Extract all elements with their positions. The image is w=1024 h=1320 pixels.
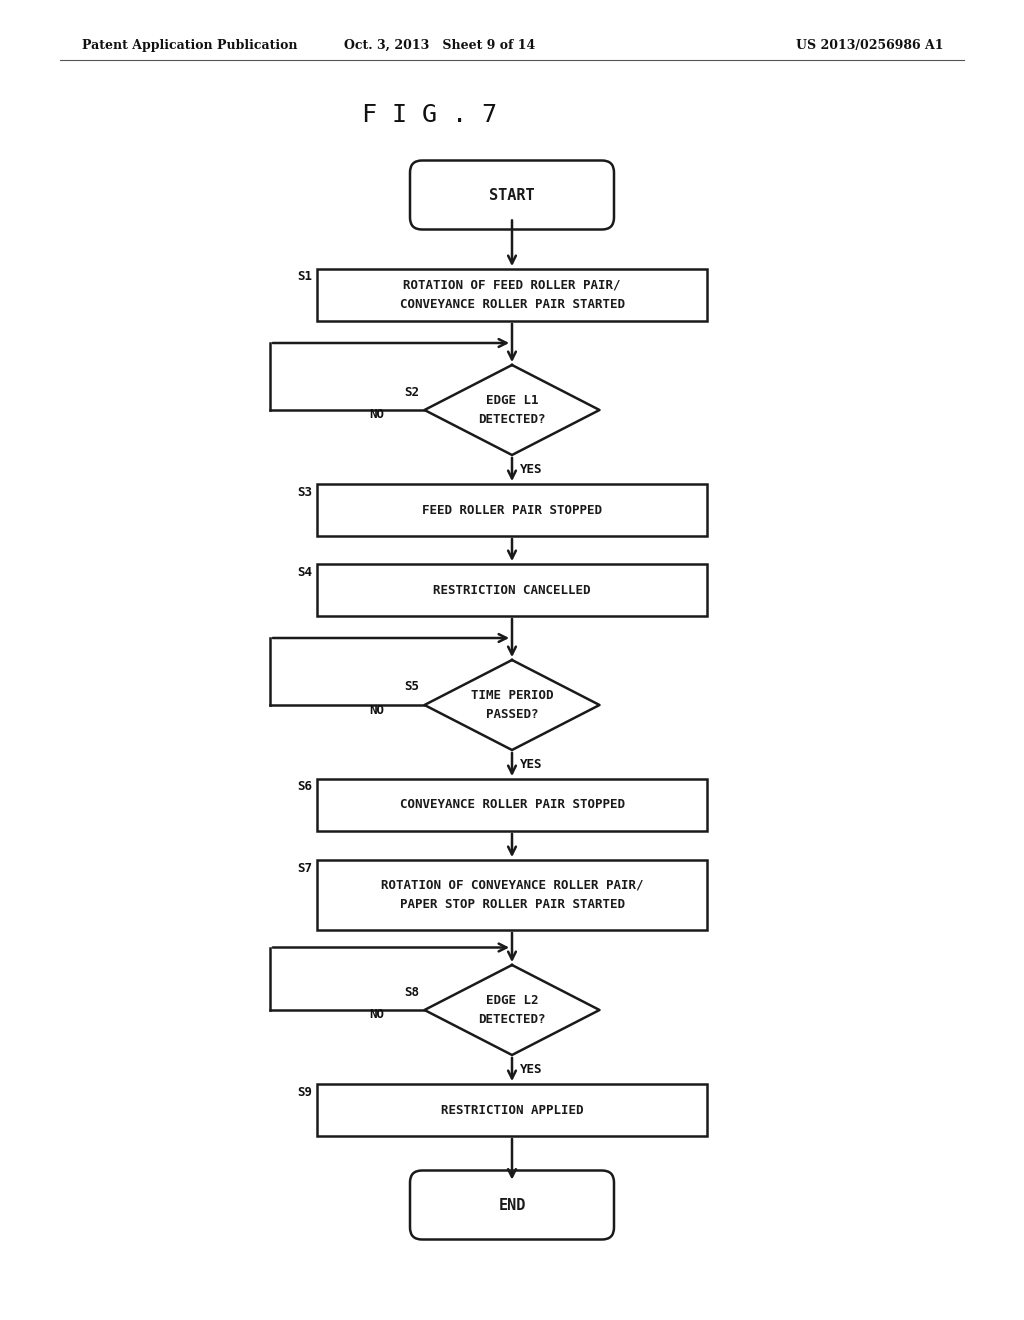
Text: END: END <box>499 1197 525 1213</box>
Text: S3: S3 <box>297 486 312 499</box>
Text: CONVEYANCE ROLLER PAIR STOPPED: CONVEYANCE ROLLER PAIR STOPPED <box>399 799 625 812</box>
Text: Patent Application Publication: Patent Application Publication <box>82 38 298 51</box>
Bar <box>317 269 707 321</box>
Polygon shape <box>425 660 599 750</box>
Text: EDGE L2
DETECTED?: EDGE L2 DETECTED? <box>478 994 546 1026</box>
Bar <box>317 564 707 616</box>
Polygon shape <box>425 366 599 455</box>
Bar <box>317 1084 707 1137</box>
Text: RESTRICTION CANCELLED: RESTRICTION CANCELLED <box>433 583 591 597</box>
Text: US 2013/0256986 A1: US 2013/0256986 A1 <box>797 38 944 51</box>
Text: YES: YES <box>520 463 543 477</box>
Text: S4: S4 <box>297 565 312 578</box>
Text: EDGE L1
DETECTED?: EDGE L1 DETECTED? <box>478 393 546 426</box>
Text: ROTATION OF CONVEYANCE ROLLER PAIR/
PAPER STOP ROLLER PAIR STARTED: ROTATION OF CONVEYANCE ROLLER PAIR/ PAPE… <box>381 879 643 911</box>
Text: S8: S8 <box>404 986 420 998</box>
Text: S6: S6 <box>297 780 312 793</box>
Text: NO: NO <box>370 704 384 717</box>
Text: F I G . 7: F I G . 7 <box>362 103 498 127</box>
Bar <box>317 484 707 536</box>
Text: NO: NO <box>370 1008 384 1022</box>
FancyBboxPatch shape <box>410 161 614 230</box>
Text: RESTRICTION APPLIED: RESTRICTION APPLIED <box>440 1104 584 1117</box>
Bar <box>317 779 707 832</box>
Text: ROTATION OF FEED ROLLER PAIR/
CONVEYANCE ROLLER PAIR STARTED: ROTATION OF FEED ROLLER PAIR/ CONVEYANCE… <box>399 279 625 312</box>
Bar <box>317 861 707 931</box>
Text: S9: S9 <box>297 1085 312 1098</box>
Text: S2: S2 <box>404 385 420 399</box>
Text: NO: NO <box>370 408 384 421</box>
Text: START: START <box>489 187 535 202</box>
Text: YES: YES <box>520 758 543 771</box>
Text: TIME PERIOD
PASSED?: TIME PERIOD PASSED? <box>471 689 553 721</box>
Text: S7: S7 <box>297 862 312 874</box>
Text: S5: S5 <box>404 681 420 693</box>
Text: YES: YES <box>520 1063 543 1076</box>
Text: FEED ROLLER PAIR STOPPED: FEED ROLLER PAIR STOPPED <box>422 503 602 516</box>
FancyBboxPatch shape <box>410 1171 614 1239</box>
Text: Oct. 3, 2013   Sheet 9 of 14: Oct. 3, 2013 Sheet 9 of 14 <box>344 38 536 51</box>
Text: S1: S1 <box>297 271 312 284</box>
Polygon shape <box>425 965 599 1055</box>
